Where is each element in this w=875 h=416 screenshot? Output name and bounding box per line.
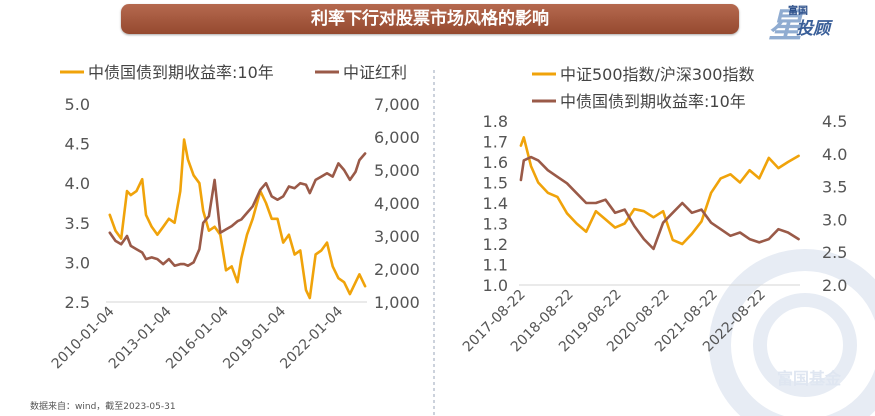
- left-axis-tick-label: 1.1: [483, 256, 508, 275]
- legend-label: 中证红利: [343, 63, 407, 82]
- left-axis-tick-label: 1.8: [483, 112, 508, 131]
- logo-star-mark: 星: [768, 6, 802, 46]
- left-axis-tick-label: 3.0: [65, 253, 90, 272]
- right-axis-tick-label: 6,000: [374, 128, 420, 147]
- logo-brand-text: 富国: [788, 6, 808, 17]
- left-axis-tick-label: 1.5: [483, 174, 508, 193]
- right-axis-tick-label: 4.5: [822, 112, 847, 131]
- right-axis-tick-label: 3.5: [822, 178, 847, 197]
- left-axis-tick-label: 1.7: [483, 133, 508, 152]
- left-axis-tick-label: 5.0: [65, 95, 90, 114]
- left-axis-tick-label: 2.5: [65, 293, 90, 312]
- right-axis-tick-label: 2,000: [374, 260, 420, 279]
- left-axis-tick-label: 1.3: [483, 215, 508, 234]
- right-chart: 1.01.1 1.21.3 1.41.5 1.61.7 1.8 2.0 2.5 3.0 3.5 4…: [460, 65, 848, 355]
- right-axis-tick-label: 7,000: [374, 95, 420, 114]
- series-line: [519, 155, 800, 251]
- chart-title: 利率下行对股票市场风格的影响: [311, 9, 549, 29]
- fullgoal-logo: 星 富国 投顾: [756, 0, 866, 46]
- legend-label: 中证500指数/沪深300指数: [560, 65, 754, 84]
- right-axis-tick-label: 3.0: [822, 210, 847, 229]
- chart-title-banner: 利率下行对股票市场风格的影响: [121, 4, 739, 34]
- series-line: [108, 152, 367, 268]
- source-footnote: 数据来自：wind，截至2023-05-31: [30, 402, 176, 412]
- legend-label: 中债国债到期收益率:10年: [560, 92, 746, 111]
- left-axis-tick-label: 4.0: [65, 174, 90, 193]
- legend-label: 中债国债到期收益率:10年: [88, 63, 274, 82]
- left-axis-tick-label: 1.0: [483, 276, 508, 295]
- right-axis-tick-label: 2.5: [822, 243, 847, 262]
- right-axis-tick-label: 1,000: [374, 293, 420, 312]
- background-watermark-graphic: [709, 249, 875, 416]
- left-chart: 2.5 3.0 3.5 4.0 4.5 5.0 1,000 2,000 3,000 4,000 5,…: [49, 63, 420, 372]
- watermark-text: 富国基金: [777, 369, 842, 388]
- left-axis-tick-label: 1.4: [483, 194, 508, 213]
- left-axis-tick-label: 3.5: [65, 214, 90, 233]
- logo-sub-text: 投顾: [796, 19, 830, 39]
- right-axis-tick-label: 3,000: [374, 227, 420, 246]
- right-axis-tick-label: 2.0: [822, 276, 847, 295]
- right-axis-tick-label: 5,000: [374, 161, 420, 180]
- right-axis-tick-label: 4.0: [822, 145, 847, 164]
- right-axis-tick-label: 4,000: [374, 194, 420, 213]
- left-axis-tick-label: 1.2: [483, 235, 508, 254]
- series-line: [519, 136, 800, 246]
- left-axis-tick-label: 1.6: [483, 153, 508, 172]
- series-line: [108, 138, 367, 300]
- left-axis-tick-label: 4.5: [65, 135, 90, 154]
